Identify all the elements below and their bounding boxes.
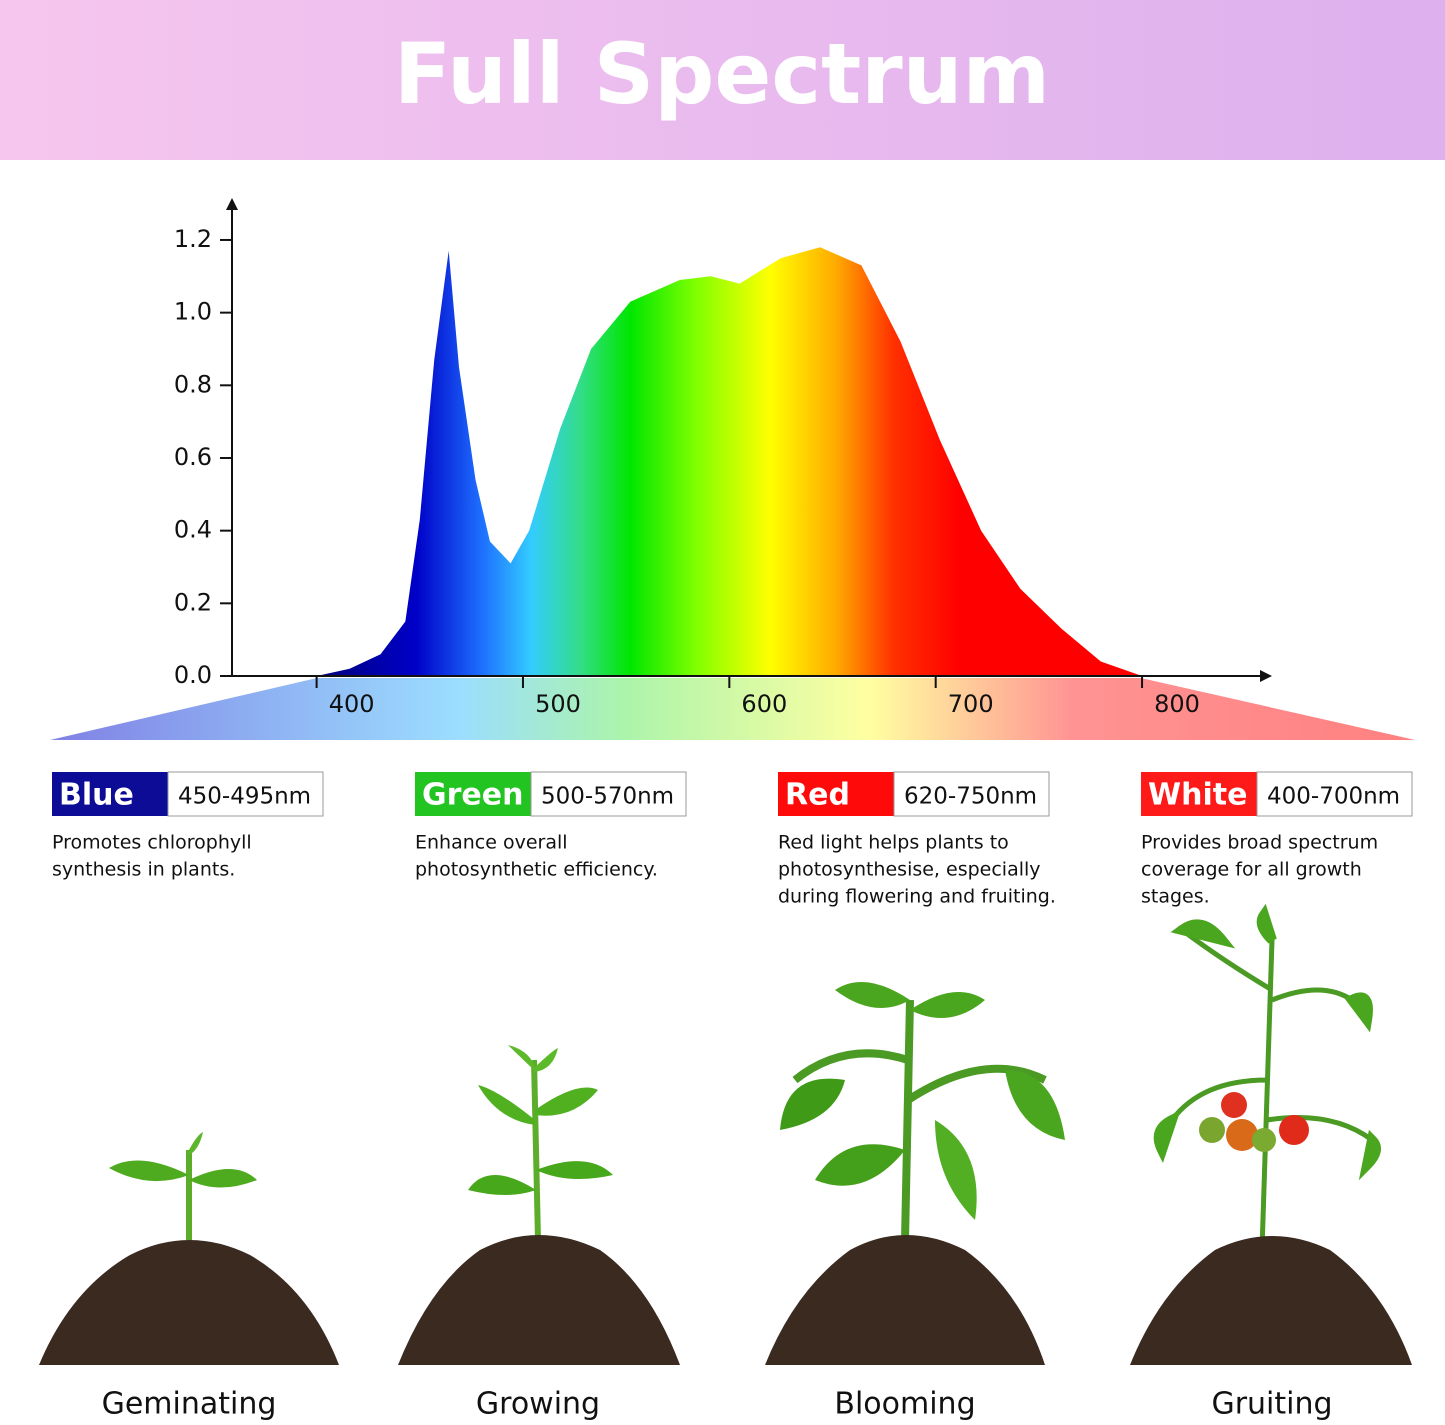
cards: Blue 450-495nm Promotes chlorophyll synthes… — [52, 771, 1413, 908]
card-description: photosynthetic efficiency. — [415, 859, 658, 881]
card-label-box — [1141, 772, 1257, 816]
card-range-box — [893, 771, 1050, 817]
plant-fruiting — [1153, 903, 1381, 1251]
plant-blooming — [780, 982, 1065, 1241]
spectrum-area — [316, 247, 1143, 677]
stage-label: Growing — [476, 1387, 600, 1422]
stage-label: Geminating — [102, 1387, 277, 1422]
stage-label: Blooming — [834, 1387, 975, 1422]
card-range: 450-495nm — [178, 784, 311, 810]
card-label: Red — [785, 778, 850, 813]
card-description: Provides broad spectrum — [1141, 832, 1378, 854]
card-description: during flowering and fruiting. — [778, 886, 1056, 908]
card-range: 500-570nm — [541, 784, 674, 810]
plant-seedling — [109, 1132, 257, 1240]
soil-mounds — [39, 1235, 1412, 1365]
x-arrow — [1260, 670, 1272, 682]
card-label-box — [778, 772, 894, 816]
y-tick-label: 0.0 — [174, 661, 212, 689]
y-tick-label: 0.4 — [174, 516, 212, 544]
card-label: Green — [422, 778, 523, 813]
x-tick-label: 500 — [535, 690, 581, 718]
card-range: 400-700nm — [1267, 784, 1400, 810]
card-description: Promotes chlorophyll — [52, 832, 252, 854]
x-tick-label: 400 — [329, 690, 375, 718]
card-range-box — [530, 771, 687, 817]
card-label-box — [415, 772, 531, 816]
y-tick-label: 0.6 — [174, 443, 212, 471]
plants — [39, 903, 1412, 1365]
plant-young — [468, 1045, 613, 1241]
card-range: 620-750nm — [904, 784, 1037, 810]
y-tick-label: 0.2 — [174, 588, 212, 616]
y-arrow — [226, 198, 238, 210]
y-tick-label: 1.2 — [174, 225, 212, 253]
card-description: photosynthesise, especially — [778, 859, 1041, 881]
x-tick-label: 600 — [741, 690, 787, 718]
y-tick-label: 1.0 — [174, 298, 212, 326]
x-tick-label: 800 — [1154, 690, 1200, 718]
card-description: coverage for all growth — [1141, 859, 1362, 881]
header-band — [0, 0, 1445, 160]
card-label: White — [1148, 778, 1247, 813]
card-range-box — [1256, 771, 1413, 817]
card-description: Enhance overall — [415, 832, 568, 854]
page-title: Full Spectrum — [394, 25, 1050, 123]
card-description: synthesis in plants. — [52, 859, 235, 881]
x-tick-label: 700 — [948, 690, 994, 718]
y-tick-label: 0.8 — [174, 370, 212, 398]
stage-label: Gruiting — [1211, 1387, 1332, 1422]
card-range-box — [167, 771, 324, 817]
card-description: Red light helps plants to — [778, 832, 1009, 854]
card-label: Blue — [59, 778, 134, 813]
card-description: stages. — [1141, 886, 1210, 908]
stages: Geminating Growing Blooming Gruiting — [102, 1387, 1333, 1422]
card-label-box — [52, 772, 168, 816]
chart: 0.0 0.2 0.4 0.6 0.8 1.0 1.2 400 500 600 700 800 — [174, 225, 1200, 718]
spectrum-fan — [50, 678, 1415, 740]
